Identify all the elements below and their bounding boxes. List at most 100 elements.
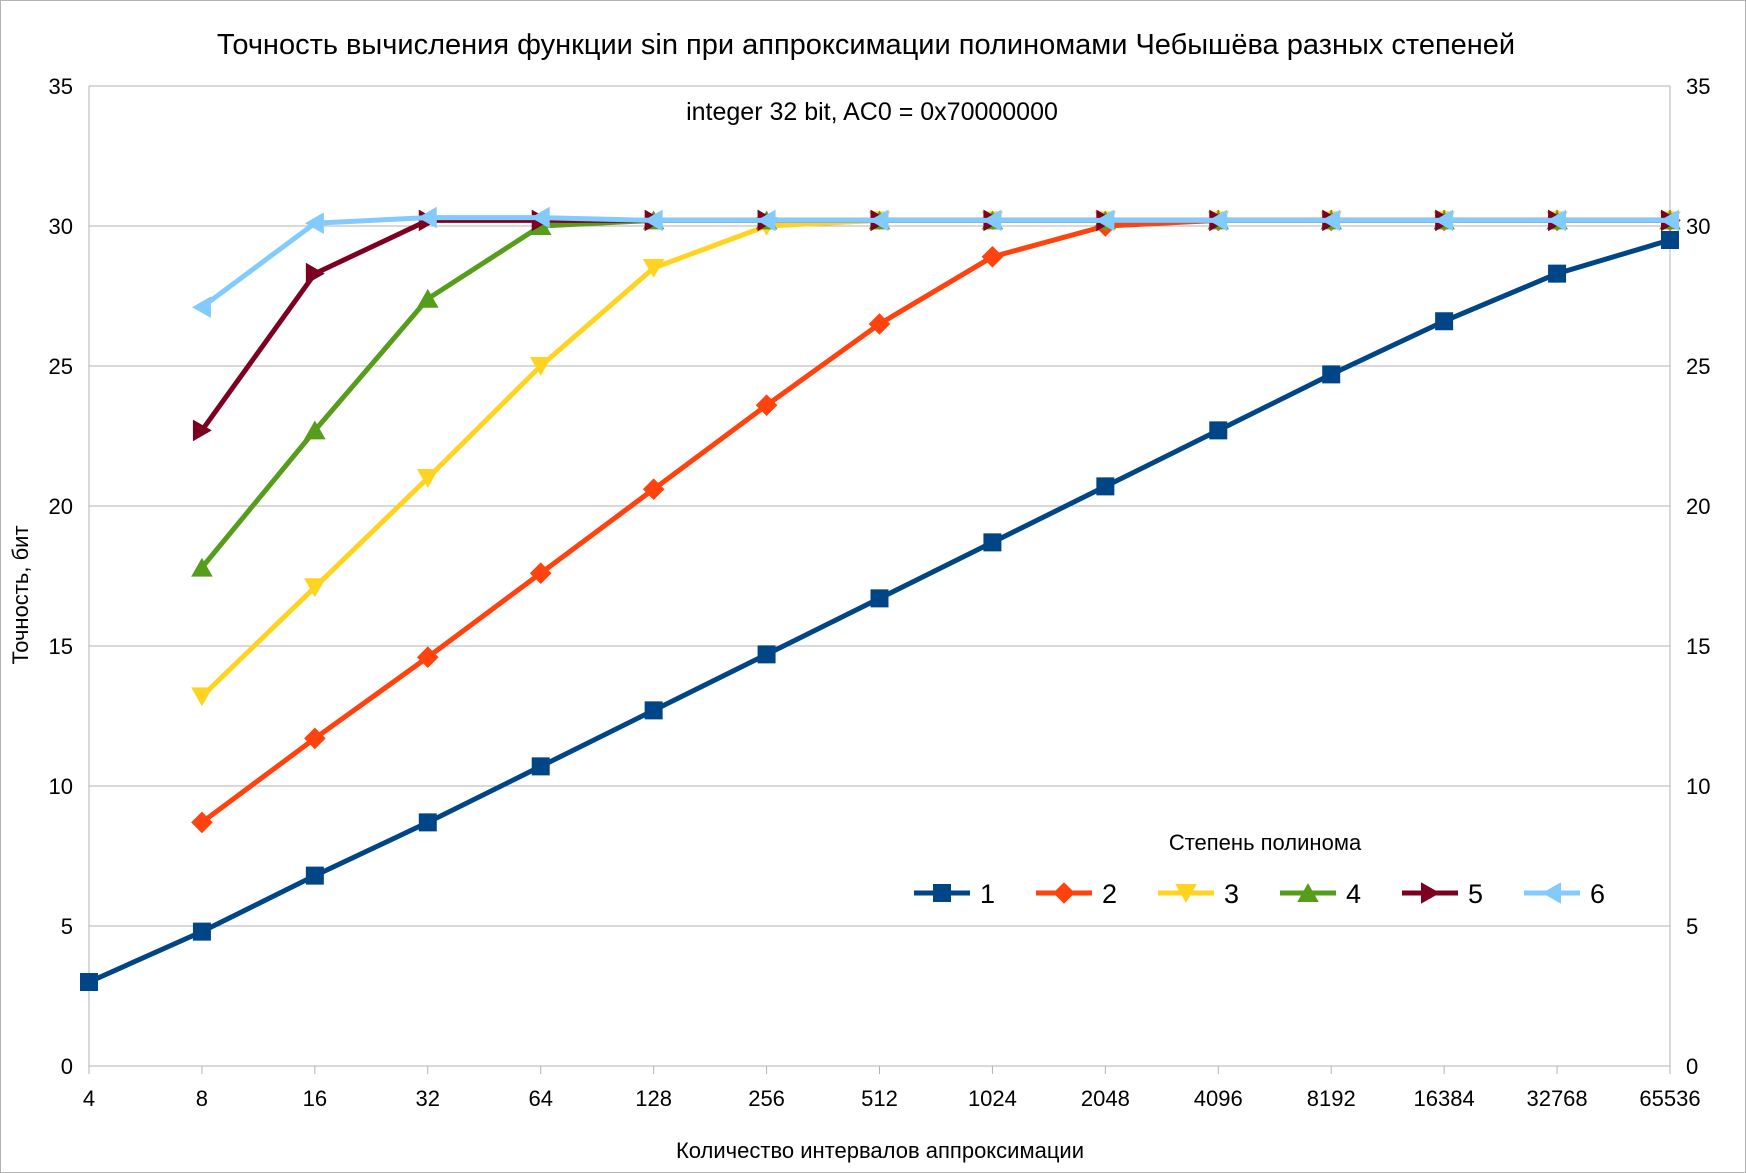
series-6-point-8 [192,296,211,318]
series-6-point-32 [417,206,437,229]
y-tick-label-right-15: 15 [1686,634,1710,659]
series-4 [191,210,1681,577]
legend-label-3: 3 [1224,879,1239,909]
y-tick-label-left-20: 20 [49,494,73,519]
x-tick-label-4096: 4096 [1194,1086,1243,1111]
legend-marker-1 [933,884,951,902]
series-6-point-8192 [1321,209,1341,232]
series-6-point-32768 [1547,209,1567,232]
legend-marker-3 [1175,884,1197,903]
legend-title: Степень полинома [1169,830,1362,855]
series-1-point-4096 [1209,421,1228,440]
series-line-1 [86,237,1673,985]
series-6-point-128 [643,209,663,232]
series-6-point-65536 [1660,209,1679,232]
series-line-4 [199,217,1673,571]
grid-layer [88,85,1671,1067]
legend-label-5: 5 [1468,879,1483,909]
series-1-point-8192 [1322,365,1341,384]
series-1-point-16384 [1435,312,1454,331]
y-tick-label-left-30: 30 [49,214,73,239]
legend-label-1: 1 [980,879,995,909]
series-1-point-2048 [1096,477,1115,496]
series-4-point-8 [191,557,213,577]
legend-marker-2 [1053,882,1075,904]
series-5-point-8 [192,419,212,442]
x-tick-label-32: 32 [416,1086,440,1111]
y-tick-label-left-15: 15 [49,634,73,659]
y-tick-label-right-20: 20 [1686,494,1710,519]
series-3-point-32 [416,469,439,488]
x-tick-label-4: 4 [83,1086,95,1111]
series-1-point-32 [418,813,437,832]
series-4-point-32 [416,288,439,308]
x-tick-label-1024: 1024 [968,1086,1017,1111]
legend-label-4: 4 [1346,879,1361,909]
x-tick-label-32768: 32768 [1526,1086,1587,1111]
x-tick-label-512: 512 [861,1086,898,1111]
series-5 [192,209,1680,442]
series-6-point-16384 [1434,209,1454,232]
y-tick-label-right-5: 5 [1686,914,1698,939]
series-6-point-1024 [982,209,1002,232]
legend-label-2: 2 [1102,879,1117,909]
series-layer [80,206,1681,991]
series-1-point-65536 [1661,231,1679,249]
legend-label-6: 6 [1590,879,1605,909]
y-tick-label-left-5: 5 [61,914,73,939]
series-3 [191,211,1681,707]
series-6-point-512 [869,209,889,232]
y-axis-label: Точность, бит [8,525,33,664]
legend-item-4: 4 [1280,879,1361,909]
y-tick-label-right-30: 30 [1686,214,1710,239]
chart-subtitle: integer 32 bit, AC0 = 0x70000000 [686,98,1058,126]
legend-item-6: 6 [1524,879,1605,909]
legend-marker-4 [1297,883,1319,902]
series-3-point-16 [304,578,326,598]
x-axis-label: Количество интервалов аппроксимации [676,1138,1084,1163]
series-5-point-16 [305,262,325,285]
series-6-point-16 [304,212,324,234]
series-line-6 [199,215,1673,310]
series-1-point-512 [870,589,889,608]
x-tick-label-2048: 2048 [1081,1086,1130,1111]
series-2-point-256 [755,394,778,416]
legend-marker-5 [1421,882,1440,904]
series-3-point-64 [529,357,552,376]
y-tick-label-left-25: 25 [49,354,73,379]
x-tick-label-64: 64 [528,1086,552,1111]
legend-item-5: 5 [1402,879,1483,909]
series-6-point-2048 [1095,209,1115,232]
x-tick-label-128: 128 [635,1086,672,1111]
x-tick-label-256: 256 [748,1086,785,1111]
series-1-point-128 [644,701,663,720]
legend-items: 1 2 3 4 5 6 [914,879,1605,909]
series-1-point-64 [531,757,550,776]
chart-title: Точность вычисления функции sin при аппр… [217,29,1515,61]
series-1-point-1024 [983,533,1002,552]
series-2-point-16 [304,727,326,750]
series-2-point-512 [868,313,891,335]
series-3-point-128 [642,259,665,278]
series-2-point-8 [191,811,213,834]
legend-item-1: 1 [914,879,995,909]
series-1-point-8 [192,922,211,941]
x-tick-label-16384: 16384 [1414,1086,1475,1111]
y-tick-label-left-35: 35 [49,74,73,99]
series-2-point-64 [529,562,552,584]
legend: Степень полинома 1 2 3 4 5 6 [914,830,1605,909]
y-tick-label-left-0: 0 [61,1054,73,1079]
y-tick-label-right-10: 10 [1686,774,1710,799]
y-tick-label-right-35: 35 [1686,74,1710,99]
series-2-point-32 [416,646,439,668]
y-tick-label-right-0: 0 [1686,1054,1698,1079]
series-2-point-128 [642,478,665,500]
series-6-point-64 [530,206,550,229]
series-1-point-16 [305,866,324,885]
x-tick-label-8192: 8192 [1307,1086,1356,1111]
series-2-point-1024 [981,246,1004,268]
series-1 [80,231,1679,991]
series-2 [191,209,1681,834]
